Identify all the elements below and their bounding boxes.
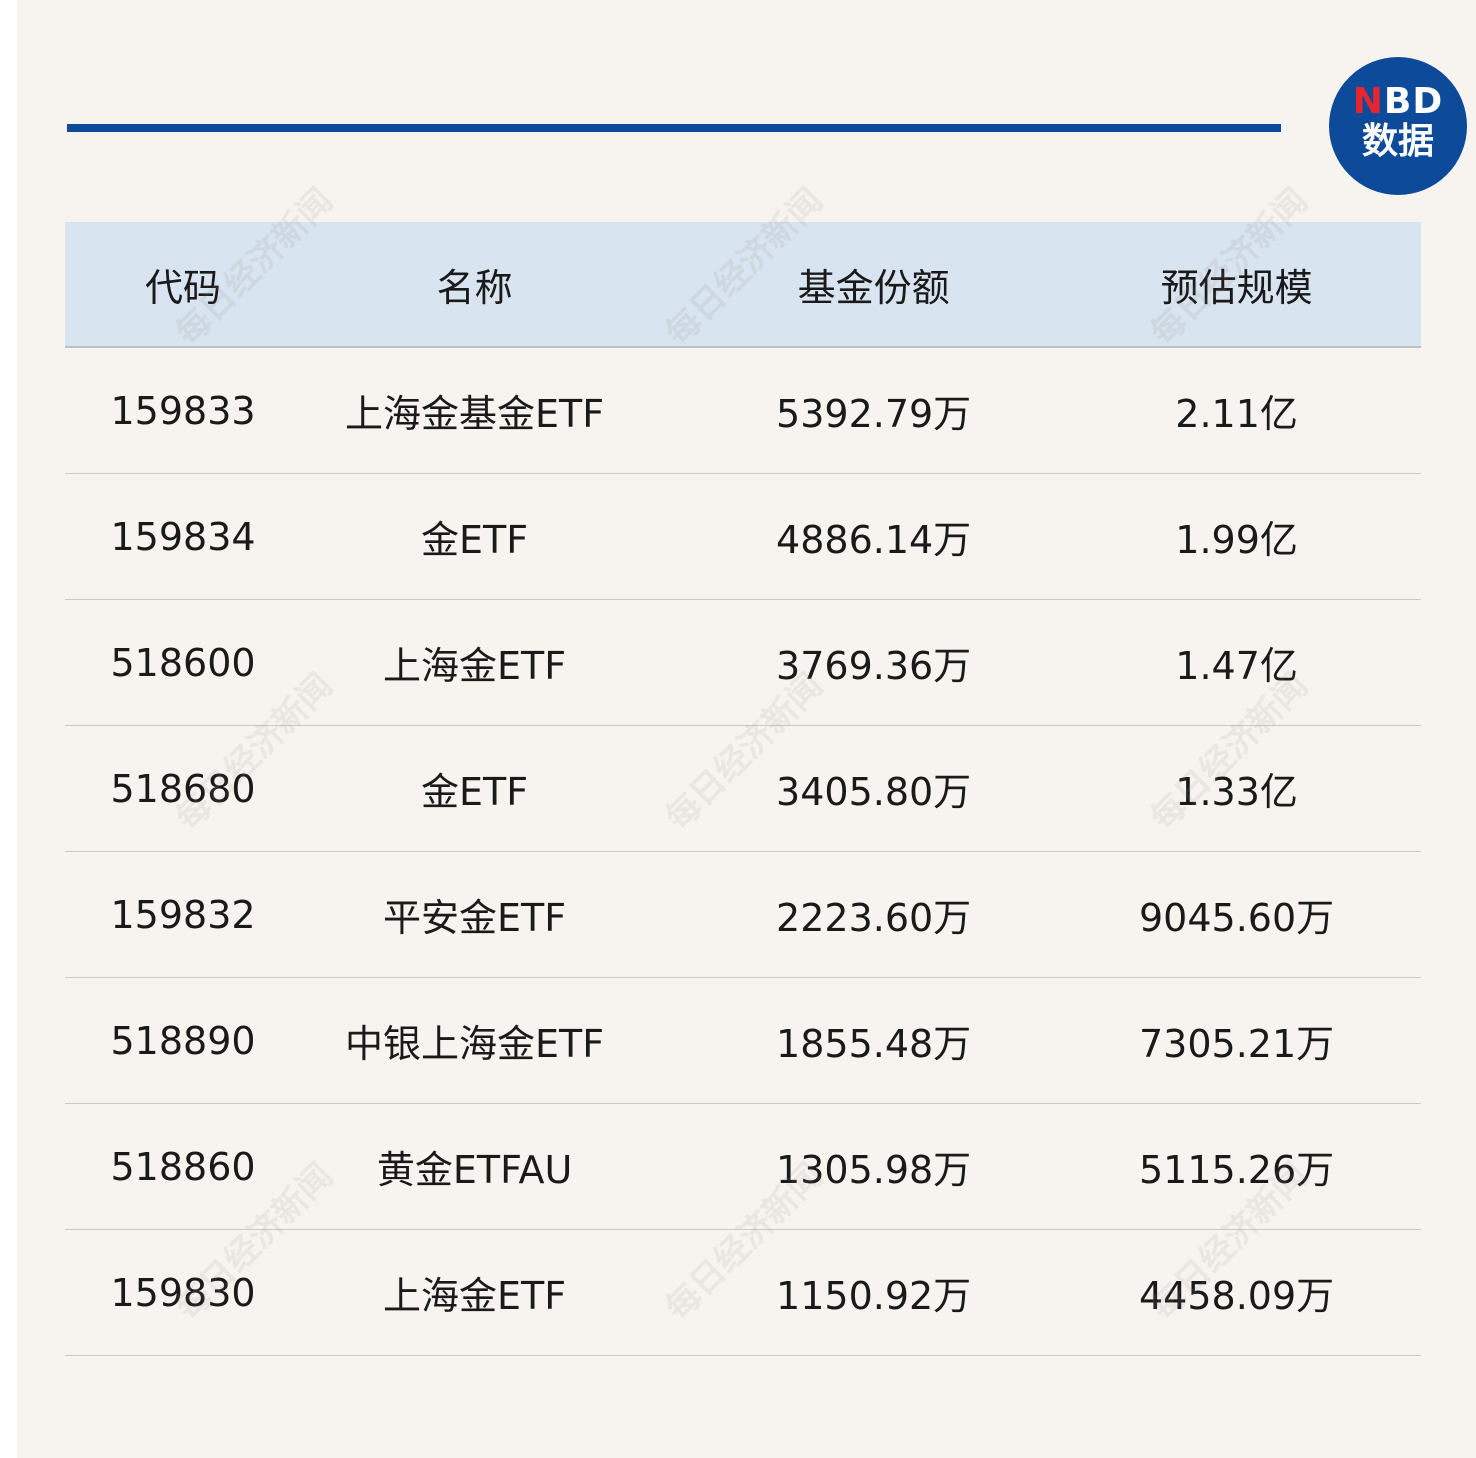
cell-scale: 7305.21万 xyxy=(1139,1022,1335,1066)
cell-name: 平安金ETF xyxy=(383,896,567,940)
table-header: 代码 名称 基金份额 预估规模 xyxy=(65,222,1421,348)
header-name: 名称 xyxy=(436,265,513,310)
cell-code: 518860 xyxy=(110,1144,256,1189)
cell-shares: 4886.14万 xyxy=(776,518,972,562)
cell-shares: 3769.36万 xyxy=(776,644,972,688)
table-row: 518600 上海金ETF 3769.36万 1.47亿 xyxy=(65,600,1421,726)
table-row: 159833 上海金基金ETF 5392.79万 2.11亿 xyxy=(65,348,1421,474)
logo-bd: BD xyxy=(1383,81,1444,122)
logo-sub: 数据 xyxy=(1361,121,1434,162)
title-rule xyxy=(67,124,1281,132)
nbd-logo: NBD 数据 xyxy=(1329,57,1467,195)
table-row: 159830 上海金ETF 1150.92万 4458.09万 xyxy=(65,1230,1421,1356)
cell-scale: 1.33亿 xyxy=(1175,770,1298,814)
cell-scale: 1.47亿 xyxy=(1175,644,1298,688)
cell-code: 159834 xyxy=(110,514,256,559)
cell-code: 518600 xyxy=(110,640,256,685)
cell-shares: 2223.60万 xyxy=(776,896,972,940)
cell-scale: 5115.26万 xyxy=(1139,1148,1335,1192)
cell-shares: 1305.98万 xyxy=(776,1148,972,1192)
cell-shares: 1855.48万 xyxy=(776,1022,972,1066)
cell-code: 159833 xyxy=(110,388,256,433)
logo-n: N xyxy=(1352,81,1384,122)
cell-code: 518680 xyxy=(110,766,256,811)
cell-name: 黄金ETFAU xyxy=(376,1148,573,1192)
cell-shares: 3405.80万 xyxy=(776,770,972,814)
table-row: 518860 黄金ETFAU 1305.98万 5115.26万 xyxy=(65,1104,1421,1230)
fund-table: 代码 名称 基金份额 预估规模 159833 上海金基金ETF 5392.79万 2.… xyxy=(65,222,1421,1356)
cell-name: 上海金ETF xyxy=(383,644,567,688)
cell-scale: 4458.09万 xyxy=(1139,1274,1335,1318)
cell-name: 上海金ETF xyxy=(383,1274,567,1318)
header-scale: 预估规模 xyxy=(1160,265,1313,310)
cell-scale: 9045.60万 xyxy=(1139,896,1335,940)
header-shares: 基金份额 xyxy=(797,265,950,310)
cell-shares: 5392.79万 xyxy=(776,392,972,436)
cell-name: 金ETF xyxy=(421,770,529,814)
cell-scale: 1.99亿 xyxy=(1175,518,1298,562)
table-row: 518680 金ETF 3405.80万 1.33亿 xyxy=(65,726,1421,852)
cell-shares: 1150.92万 xyxy=(776,1274,972,1318)
cell-name: 金ETF xyxy=(421,518,529,562)
cell-name: 中银上海金ETF xyxy=(345,1022,605,1066)
cell-scale: 2.11亿 xyxy=(1175,392,1298,436)
cell-code: 518890 xyxy=(110,1018,256,1063)
cell-code: 159830 xyxy=(110,1270,256,1315)
cell-code: 159832 xyxy=(110,892,256,937)
table-row: 159832 平安金ETF 2223.60万 9045.60万 xyxy=(65,852,1421,978)
cell-name: 上海金基金ETF xyxy=(345,392,605,436)
header-code: 代码 xyxy=(145,265,222,310)
table-row: 518890 中银上海金ETF 1855.48万 7305.21万 xyxy=(65,978,1421,1104)
table-row: 159834 金ETF 4886.14万 1.99亿 xyxy=(65,474,1421,600)
